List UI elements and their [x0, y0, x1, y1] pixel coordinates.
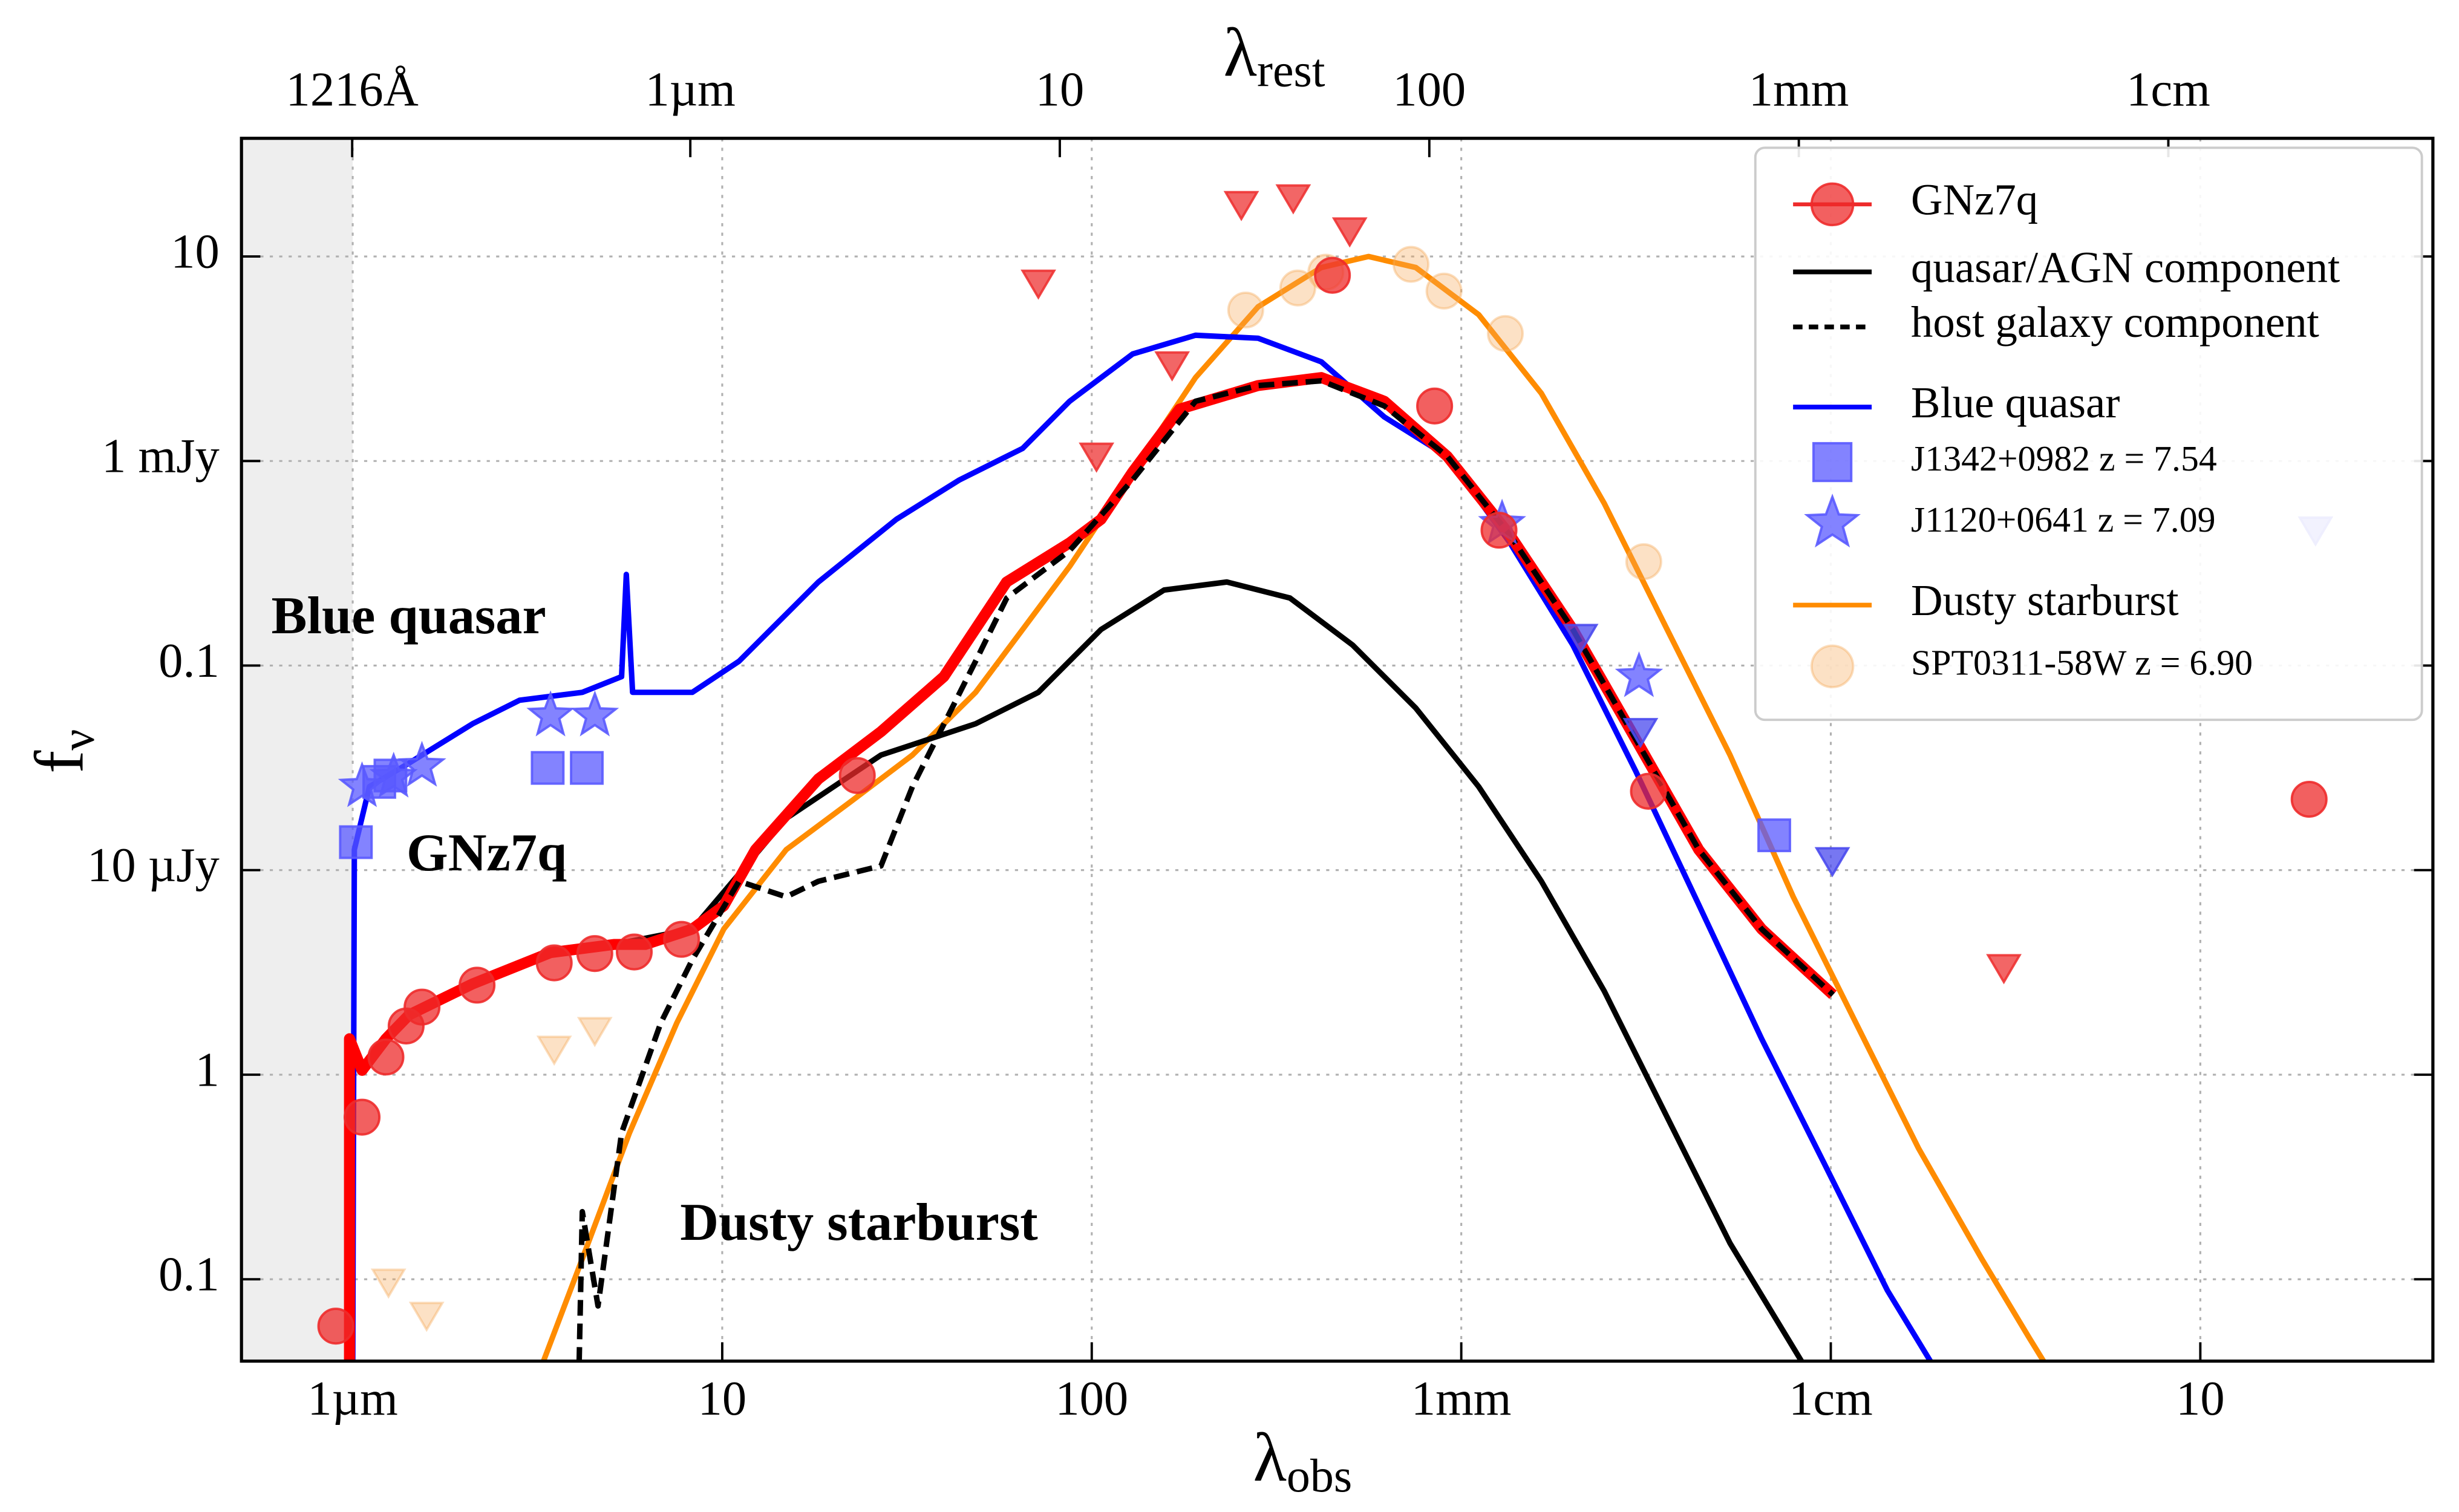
- x2-tick-label: 1216Å: [286, 62, 419, 116]
- curve: [576, 378, 1835, 1361]
- x-tick-label: 100: [1055, 1372, 1128, 1426]
- x2-tick-label: 1mm: [1749, 62, 1849, 116]
- data-point: [1416, 387, 1454, 425]
- data-point: [1812, 442, 1853, 483]
- y-tick-label: 0.1: [158, 634, 220, 688]
- data-point: [615, 933, 653, 971]
- upper-limit: [1563, 624, 1599, 654]
- upper-limit: [1079, 442, 1115, 473]
- legend-label: host galaxy component: [1911, 298, 2319, 347]
- upper-limit: [370, 1268, 407, 1299]
- x2-axis-label: λrest: [1224, 14, 1325, 97]
- data-point: [1810, 182, 1855, 227]
- x2-tick-label: 1cm: [2126, 62, 2210, 116]
- annotation: GNz7q: [407, 823, 567, 882]
- y-tick-label: 0.1: [158, 1248, 220, 1302]
- data-point: [526, 690, 575, 737]
- data-point: [1625, 543, 1662, 581]
- y-axis-label: fν: [21, 729, 104, 774]
- x-tick-label: 10: [698, 1372, 747, 1426]
- data-point: [1810, 644, 1855, 689]
- data-point: [459, 966, 496, 1004]
- data-point: [1757, 818, 1791, 853]
- y-tick-label: 10: [171, 225, 220, 279]
- data-point: [570, 751, 604, 785]
- legend-label: GNz7q: [1911, 175, 2038, 224]
- x2-tick-label: 10: [1036, 62, 1085, 116]
- data-point: [338, 761, 387, 807]
- data-point: [576, 935, 613, 973]
- annotation: Dusty starburst: [680, 1193, 1038, 1252]
- data-point: [339, 825, 373, 859]
- upper-limit: [1331, 217, 1368, 248]
- data-point: [1314, 256, 1351, 294]
- upper-limit: [1986, 954, 2022, 985]
- data-point: [1425, 272, 1463, 310]
- data-point: [1486, 314, 1524, 352]
- x-axis-label-sub: obs: [1287, 1450, 1352, 1502]
- data-point: [2290, 781, 2328, 818]
- x-tick-label: 10: [2176, 1372, 2225, 1426]
- legend-label: J1120+0641 z = 7.09: [1911, 500, 2215, 539]
- upper-limit: [408, 1302, 445, 1332]
- legend-label: Blue quasar: [1911, 378, 2120, 427]
- upper-limit: [1223, 191, 1259, 221]
- data-point: [1615, 651, 1664, 697]
- upper-limit: [536, 1035, 572, 1066]
- upper-limit: [1275, 184, 1311, 215]
- data-point: [1279, 269, 1316, 307]
- data-point: [1630, 772, 1667, 810]
- data-point: [367, 1038, 405, 1076]
- annotation: Blue quasar: [272, 586, 546, 645]
- x-tick-label: 1µm: [307, 1372, 397, 1426]
- legend-label: J1342+0982 z = 7.54: [1911, 438, 2217, 478]
- y-axis-label-main: f: [21, 750, 98, 774]
- shaded-region: [241, 138, 353, 1361]
- data-point: [1480, 512, 1518, 549]
- legend-label: Dusty starburst: [1911, 576, 2179, 625]
- x-tick-label: 1mm: [1411, 1372, 1512, 1426]
- x2-tick-label: 100: [1393, 62, 1466, 116]
- data-point: [570, 690, 619, 737]
- data-point: [535, 944, 573, 982]
- y-tick-label: 1: [195, 1043, 220, 1097]
- y-tick-label: 1 mJy: [102, 429, 220, 483]
- data-point: [1227, 292, 1264, 329]
- data-point: [369, 751, 418, 798]
- data-point: [531, 751, 565, 785]
- upper-limit: [1622, 718, 1659, 749]
- curve: [350, 332, 1934, 1361]
- y-tick-label: 10 µJy: [87, 838, 220, 892]
- data-point: [1392, 246, 1430, 283]
- x-tick-label: 1cm: [1789, 1372, 1873, 1426]
- data-point: [838, 757, 876, 794]
- upper-limit: [1021, 269, 1056, 300]
- legend-label: SPT0311-58W z = 6.90: [1911, 643, 2253, 683]
- data-point: [663, 921, 700, 958]
- x2-axis-label-sub: rest: [1257, 45, 1325, 97]
- plot-area: [317, 184, 2334, 1361]
- data-point: [343, 1098, 381, 1136]
- y-axis-label-sub: ν: [52, 729, 104, 751]
- x2-tick-label: 1µm: [645, 62, 735, 116]
- data-point: [317, 1308, 354, 1345]
- legend-box: [1754, 146, 2423, 722]
- upper-limit: [576, 1017, 613, 1048]
- x-axis-label: λobs: [1253, 1419, 1352, 1502]
- x-axis-label-main: λ: [1253, 1419, 1286, 1496]
- x2-axis-label-main: λ: [1224, 14, 1257, 91]
- plot-frame: [240, 137, 2435, 1363]
- data-point: [397, 740, 446, 787]
- upper-limit: [1814, 847, 1850, 878]
- data-point: [1804, 494, 1861, 548]
- legend-label: quasar/AGN component: [1911, 243, 2340, 292]
- upper-limit: [1154, 351, 1190, 382]
- data-point: [403, 988, 441, 1026]
